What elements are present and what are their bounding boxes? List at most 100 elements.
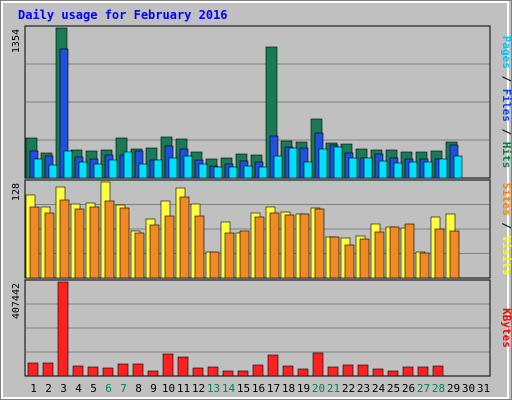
bar-pages-day-10 bbox=[168, 157, 178, 179]
bar-kbytes-day-11 bbox=[177, 356, 189, 377]
legend-part: Hits bbox=[500, 142, 512, 169]
series-legend-label: Sites / Visits bbox=[500, 183, 512, 276]
bar-sites-day-8 bbox=[134, 232, 145, 279]
bar-kbytes-day-26 bbox=[402, 366, 414, 377]
bar-pages-day-28 bbox=[438, 158, 448, 179]
bar-kbytes-day-5 bbox=[87, 366, 99, 377]
bar-pages-day-23 bbox=[363, 157, 373, 179]
bar-pages-day-24 bbox=[378, 160, 388, 179]
bar-sites-day-3 bbox=[59, 199, 70, 279]
bar-pages-day-9 bbox=[153, 159, 163, 179]
chart-title: Daily usage for February 2016 bbox=[18, 8, 228, 22]
bar-sites-day-9 bbox=[149, 224, 160, 279]
bar-pages-day-11 bbox=[183, 155, 193, 179]
bar-sites-day-18 bbox=[284, 214, 295, 279]
bar-sites-day-20 bbox=[314, 208, 325, 279]
y-axis-max-label: 128 bbox=[11, 183, 22, 201]
bar-kbytes-day-1 bbox=[27, 362, 39, 377]
bar-pages-day-6 bbox=[108, 159, 118, 179]
x-tick-label: 7 bbox=[120, 382, 127, 395]
bar-sites-day-16 bbox=[254, 216, 265, 279]
x-tick-label: 14 bbox=[222, 382, 236, 395]
bar-pages-day-16 bbox=[258, 166, 268, 179]
x-tick-label: 28 bbox=[432, 382, 445, 395]
bar-kbytes-day-25 bbox=[387, 370, 399, 377]
bar-kbytes-day-14 bbox=[222, 370, 234, 377]
legend-part: / bbox=[500, 122, 512, 142]
bar-kbytes-day-23 bbox=[357, 364, 369, 377]
bar-kbytes-day-16 bbox=[252, 364, 264, 377]
bar-kbytes-day-22 bbox=[342, 364, 354, 377]
bar-kbytes-day-7 bbox=[117, 363, 129, 377]
bar-pages-day-18 bbox=[288, 147, 298, 179]
x-tick-label: 30 bbox=[462, 382, 475, 395]
bar-sites-day-26 bbox=[404, 223, 415, 279]
x-tick-label: 31 bbox=[477, 382, 490, 395]
legend-part: / bbox=[500, 216, 512, 236]
bar-kbytes-day-9 bbox=[147, 370, 159, 377]
bar-sites-day-7 bbox=[119, 207, 130, 279]
chart-panels: 1354 Pages / Files / Hits 128 Sites / Visit… bbox=[11, 25, 512, 377]
bar-sites-day-25 bbox=[389, 226, 400, 279]
x-tick-label: 9 bbox=[150, 382, 157, 395]
x-tick-label: 13 bbox=[207, 382, 220, 395]
series-legend-label: Pages / Files / Hits bbox=[500, 36, 512, 169]
x-tick-label: 15 bbox=[237, 382, 250, 395]
bar-pages-day-4 bbox=[78, 161, 88, 179]
bar-pages-day-26 bbox=[408, 161, 418, 179]
legend-part: KBytes bbox=[500, 308, 512, 348]
bar-kbytes-day-6 bbox=[102, 367, 114, 377]
bar-pages-day-5 bbox=[93, 163, 103, 179]
bar-sites-day-11 bbox=[179, 196, 190, 279]
x-tick-label: 16 bbox=[252, 382, 265, 395]
x-tick-label: 4 bbox=[75, 382, 82, 395]
bar-sites-day-28 bbox=[434, 228, 445, 279]
bar-pages-day-29 bbox=[453, 155, 463, 179]
bar-pages-day-2 bbox=[48, 164, 58, 179]
bar-sites-day-1 bbox=[29, 206, 40, 279]
bar-sites-day-5 bbox=[89, 206, 100, 279]
sites-visits-panel: 128 Sites / Visits bbox=[11, 179, 512, 279]
bar-sites-day-6 bbox=[104, 200, 115, 279]
bar-sites-day-22 bbox=[344, 244, 355, 279]
x-tick-label: 11 bbox=[177, 382, 190, 395]
bar-kbytes-day-20 bbox=[312, 352, 324, 377]
bar-kbytes-day-19 bbox=[297, 368, 309, 377]
bar-pages-day-14 bbox=[228, 166, 238, 179]
bar-kbytes-day-28 bbox=[432, 365, 444, 377]
x-tick-label: 6 bbox=[105, 382, 112, 395]
bar-kbytes-day-21 bbox=[327, 366, 339, 377]
y-axis-max-label: 407442 bbox=[11, 283, 22, 319]
hits-files-pages-panel: 1354 Pages / Files / Hits bbox=[11, 25, 512, 179]
bar-kbytes-day-8 bbox=[132, 363, 144, 377]
legend-part: Pages bbox=[500, 36, 512, 69]
x-tick-label: 10 bbox=[162, 382, 175, 395]
bar-kbytes-day-13 bbox=[207, 366, 219, 377]
legend-part: Files bbox=[500, 89, 512, 122]
x-tick-label: 23 bbox=[357, 382, 370, 395]
bar-pages-day-8 bbox=[138, 163, 148, 179]
bar-sites-day-17 bbox=[269, 212, 280, 279]
bar-sites-day-23 bbox=[359, 238, 370, 279]
bar-sites-day-4 bbox=[74, 208, 85, 279]
series-legend-label: KBytes bbox=[500, 308, 512, 348]
y-axis-max-label: 1354 bbox=[11, 29, 22, 53]
bar-kbytes-day-4 bbox=[72, 365, 84, 377]
bar-kbytes-day-2 bbox=[42, 362, 54, 377]
bar-kbytes-day-18 bbox=[282, 365, 294, 377]
x-tick-label: 8 bbox=[135, 382, 142, 395]
x-tick-label: 19 bbox=[297, 382, 310, 395]
bar-sites-day-14 bbox=[224, 232, 235, 279]
legend-part: Visits bbox=[500, 236, 512, 276]
bar-kbytes-day-10 bbox=[162, 353, 174, 377]
bar-pages-day-13 bbox=[213, 166, 223, 179]
x-tick-label: 18 bbox=[282, 382, 295, 395]
bar-pages-day-22 bbox=[348, 157, 358, 179]
bar-kbytes-day-24 bbox=[372, 368, 384, 377]
x-tick-label: 27 bbox=[417, 382, 430, 395]
x-tick-label: 12 bbox=[192, 382, 205, 395]
x-tick-label: 25 bbox=[387, 382, 400, 395]
x-tick-label: 5 bbox=[90, 382, 97, 395]
bar-sites-day-24 bbox=[374, 231, 385, 279]
bar-sites-day-21 bbox=[329, 236, 340, 279]
